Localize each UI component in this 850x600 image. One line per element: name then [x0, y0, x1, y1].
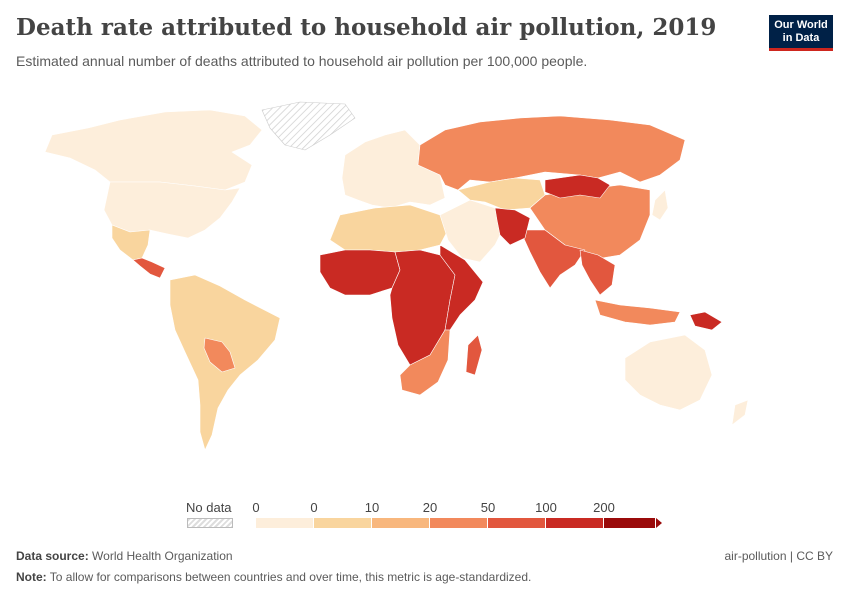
- region-central-america[interactable]: [132, 257, 166, 279]
- region-canada[interactable]: [44, 109, 263, 191]
- note-label: Note:: [16, 570, 47, 584]
- region-russia[interactable]: [417, 115, 686, 191]
- legend-tick-label: 0: [310, 500, 318, 515]
- region-bolivia[interactable]: [203, 337, 236, 373]
- legend-no-data-swatch: [187, 518, 233, 528]
- legend-arrow: [656, 518, 662, 528]
- legend-color-bin[interactable]: [488, 518, 546, 528]
- legend-color-bin[interactable]: [604, 518, 656, 528]
- region-japan[interactable]: [651, 189, 669, 221]
- region-madagascar[interactable]: [465, 334, 483, 376]
- logo-line-1: Our World: [774, 19, 828, 31]
- source-label: Data source:: [16, 549, 89, 563]
- region-new-zealand[interactable]: [731, 399, 749, 426]
- region-north-africa[interactable]: [329, 204, 449, 253]
- region-southern-africa[interactable]: [399, 329, 451, 396]
- legend-color-bin[interactable]: [256, 518, 314, 528]
- region-west-africa[interactable]: [319, 249, 401, 296]
- legend-tick-label: 20: [422, 500, 438, 515]
- owid-logo[interactable]: Our World in Data: [769, 15, 833, 51]
- legend-no-data-label: No data: [186, 500, 232, 515]
- region-papua-new-guinea[interactable]: [689, 311, 723, 331]
- legend-color-bin[interactable]: [430, 518, 488, 528]
- source-value[interactable]: World Health Organization: [92, 549, 233, 563]
- source-line: Data source: World Health Organization: [16, 549, 233, 563]
- legend-color-bin[interactable]: [546, 518, 604, 528]
- map-legend: No data 0 0 10 20 50 100 200: [180, 498, 680, 532]
- region-middle-east[interactable]: [439, 199, 506, 263]
- region-india[interactable]: [519, 229, 586, 289]
- chart-subtitle: Estimated annual number of deaths attrib…: [16, 53, 588, 69]
- region-pakistan[interactable]: [494, 207, 531, 246]
- logo-line-2: in Data: [782, 32, 820, 44]
- legend-tick-label: 50: [480, 500, 496, 515]
- region-southeast-asia[interactable]: [579, 249, 616, 296]
- legend-color-bin[interactable]: [314, 518, 372, 528]
- chart-title: Death rate attributed to household air p…: [16, 14, 717, 41]
- note-line: Note: To allow for comparisons between c…: [16, 570, 531, 584]
- legend-tick-label: 200: [593, 500, 615, 515]
- world-map: [44, 101, 749, 451]
- legend-tick-label: 0: [252, 500, 260, 515]
- region-greenland[interactable]: [261, 101, 356, 151]
- legend-color-bin[interactable]: [372, 518, 430, 528]
- region-australia[interactable]: [624, 334, 713, 411]
- region-indonesia[interactable]: [594, 299, 681, 326]
- legend-tick-label: 10: [364, 500, 380, 515]
- note-value: To allow for comparisons between countri…: [49, 570, 532, 584]
- license-label[interactable]: air-pollution | CC BY: [724, 549, 834, 563]
- legend-tick-label: 100: [535, 500, 557, 515]
- region-mongolia[interactable]: [544, 174, 611, 199]
